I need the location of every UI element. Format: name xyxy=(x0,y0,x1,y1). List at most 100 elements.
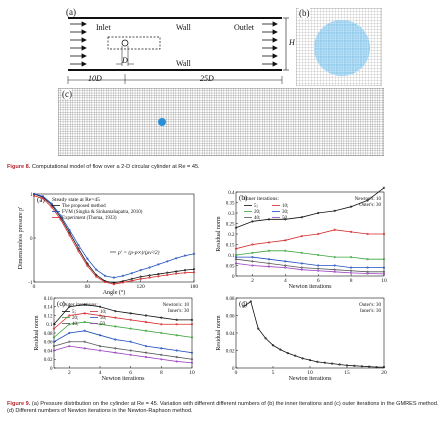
data-point xyxy=(50,206,53,209)
y-tick-label: 0.3 xyxy=(228,212,235,217)
x-tick-label: 2 xyxy=(251,278,254,284)
data-point xyxy=(267,265,271,268)
data-point xyxy=(317,267,320,270)
panel-c-label: (c) xyxy=(62,89,72,99)
data-point xyxy=(77,243,80,247)
data-point xyxy=(98,349,102,352)
x-tick-label: 2 xyxy=(68,370,71,376)
data-point xyxy=(366,266,369,269)
panel-b-mesh xyxy=(296,8,382,86)
data-point xyxy=(333,255,336,259)
y-tick-label: 0.15 xyxy=(226,243,235,248)
data-point xyxy=(95,275,98,278)
data-point xyxy=(323,361,326,364)
y-tick-label: 0.1 xyxy=(46,323,53,328)
data-point xyxy=(68,234,71,237)
data-point xyxy=(121,281,125,284)
y-axis-label: Dimensionless pressure p' xyxy=(18,207,24,269)
data-point xyxy=(382,258,386,261)
data-point xyxy=(175,349,178,352)
data-point xyxy=(52,340,56,343)
series-line xyxy=(53,330,193,354)
data-point xyxy=(83,312,86,315)
data-point xyxy=(114,351,117,354)
data-point xyxy=(183,268,187,272)
data-point xyxy=(349,205,353,208)
data-point xyxy=(267,249,271,252)
x-tick-label: 4 xyxy=(99,370,102,376)
y-tick-label: 0.1 xyxy=(228,254,235,259)
data-point xyxy=(316,360,319,364)
data-point xyxy=(190,358,194,361)
legend-label: 5; xyxy=(254,204,258,209)
x-tick-label: 8 xyxy=(350,278,353,284)
y-tick-label: 0.08 xyxy=(44,332,53,337)
cylinder-mesh xyxy=(158,118,166,126)
data-point xyxy=(317,264,320,267)
data-point xyxy=(349,255,353,259)
chart-panel-b: 2 4 6 8 10 0 0.05 0.1 0.15 0.2 0.25 0.3 0.35 0.4 Newto… xyxy=(216,186,387,290)
data-point xyxy=(86,257,89,260)
d-dimension-label: D xyxy=(122,56,128,65)
data-point xyxy=(41,197,45,200)
data-point xyxy=(41,195,45,198)
y-tick-label: 0.04 xyxy=(226,332,235,337)
legend-label: 10; xyxy=(100,310,106,315)
data-point xyxy=(68,305,71,308)
data-point xyxy=(300,251,303,255)
data-point xyxy=(50,202,53,205)
data-point xyxy=(157,272,160,276)
data-point xyxy=(317,253,320,257)
outlet-label: Outlet xyxy=(234,23,254,32)
data-point xyxy=(360,365,363,368)
data-point xyxy=(112,283,116,286)
data-point xyxy=(144,344,148,348)
data-point xyxy=(183,254,187,257)
data-point xyxy=(183,271,187,274)
data-point xyxy=(112,281,116,285)
legend-title: Inner iterations: xyxy=(244,196,279,202)
data-point xyxy=(190,323,194,326)
data-point xyxy=(98,344,102,348)
series-line xyxy=(236,256,384,268)
legend-title: Outer iterations: xyxy=(62,302,98,308)
data-point xyxy=(349,269,353,272)
data-point xyxy=(98,323,102,326)
data-point xyxy=(166,260,169,263)
panel-note: Inner's: 30 xyxy=(360,309,382,314)
data-point xyxy=(300,216,303,219)
data-point xyxy=(375,365,378,369)
data-point xyxy=(175,270,178,273)
data-point xyxy=(333,270,336,273)
x-tick-label: 6 xyxy=(317,278,320,284)
data-point xyxy=(114,338,117,341)
data-point xyxy=(166,271,169,274)
y-tick-label: 0.35 xyxy=(226,201,235,206)
data-point xyxy=(333,268,336,271)
chart-title: Steady state at Re=45 xyxy=(52,197,100,203)
data-point xyxy=(234,253,238,257)
data-point xyxy=(144,320,148,324)
data-point xyxy=(139,277,142,281)
data-point xyxy=(257,327,260,330)
legend-label: 50. xyxy=(100,322,106,327)
data-point xyxy=(333,264,336,267)
series-line xyxy=(33,193,195,284)
data-point xyxy=(98,334,102,337)
data-point xyxy=(284,249,287,252)
data-point xyxy=(112,276,116,279)
data-point xyxy=(52,349,56,352)
data-point xyxy=(160,331,163,335)
data-point xyxy=(83,303,86,306)
data-point xyxy=(366,258,369,261)
panel-label: (d) xyxy=(239,300,248,308)
data-point xyxy=(83,347,86,350)
data-point xyxy=(175,334,178,337)
panel-b-label: (b) xyxy=(299,8,310,18)
legend-label: 10; xyxy=(282,204,288,209)
data-point xyxy=(251,255,254,259)
x-tick-label: 10 xyxy=(307,370,313,376)
data-point xyxy=(284,264,287,267)
x-tick-label: 60 xyxy=(85,284,91,290)
y-tick-label: 0.25 xyxy=(226,222,235,227)
